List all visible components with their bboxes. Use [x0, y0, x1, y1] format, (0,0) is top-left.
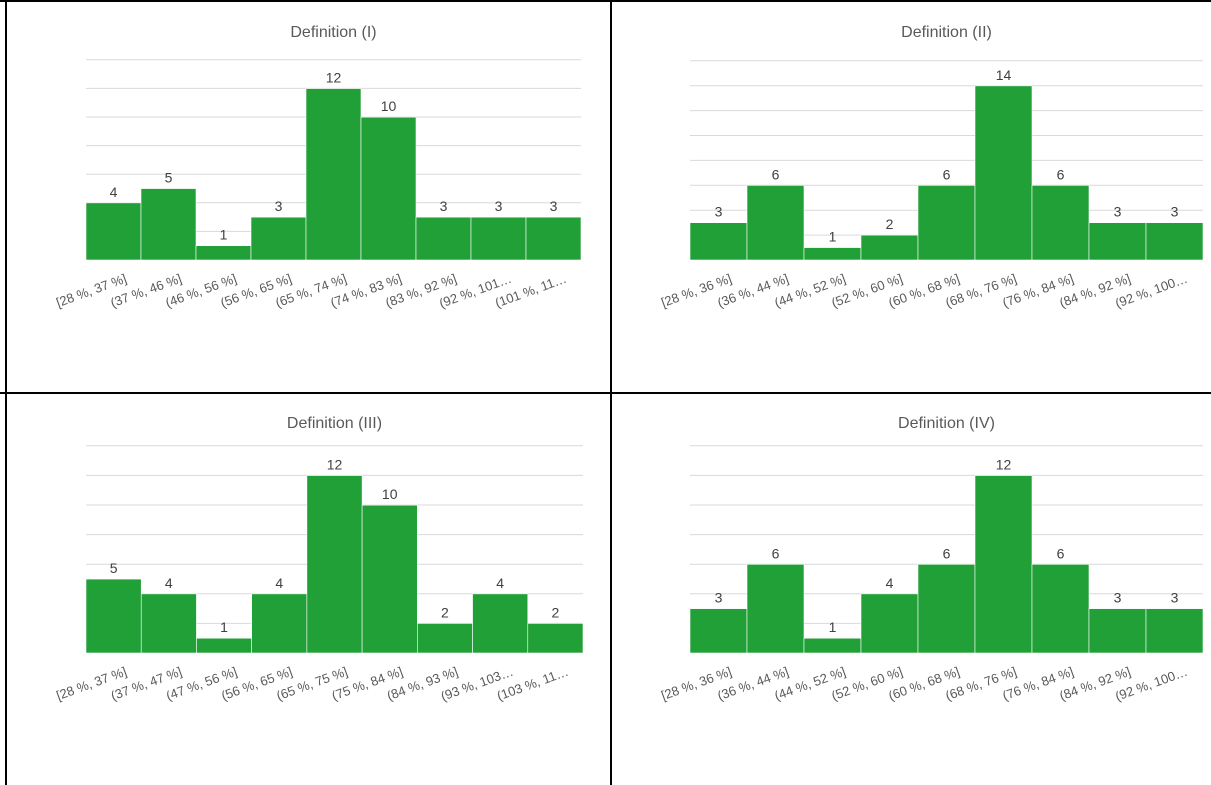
chart-definition-2: Definition (II)3[28 %, 36 %]6(36 %, 44 %… [659, 24, 1204, 311]
data-label: 6 [772, 166, 780, 182]
data-label: 3 [715, 204, 723, 220]
bar [470, 216, 527, 261]
bar [85, 202, 142, 261]
data-label: 12 [996, 457, 1012, 473]
bar [689, 608, 748, 654]
bar [195, 245, 252, 261]
data-label: 2 [551, 604, 559, 620]
data-label: 1 [829, 619, 837, 635]
data-label: 3 [1171, 204, 1179, 220]
data-label: 3 [550, 198, 558, 214]
bar [415, 216, 472, 261]
data-label: 3 [495, 198, 503, 214]
data-label: 6 [943, 166, 951, 182]
bar [1031, 563, 1090, 654]
data-label: 3 [715, 590, 723, 606]
data-label: 4 [275, 575, 283, 591]
data-label: 3 [1171, 590, 1179, 606]
data-label: 6 [1057, 166, 1065, 182]
bar [860, 593, 919, 654]
table-border-left [5, 0, 7, 785]
bar [140, 188, 197, 261]
bar [803, 247, 862, 261]
data-label: 1 [829, 229, 837, 245]
bar [196, 637, 252, 654]
bar [746, 563, 805, 654]
bar [85, 578, 142, 654]
chart-title: Definition (I) [290, 24, 376, 41]
bar [472, 593, 529, 654]
data-label: 1 [220, 227, 228, 243]
data-label: 12 [326, 70, 342, 86]
chart-title: Definition (III) [287, 415, 382, 432]
bar [974, 475, 1033, 654]
bar [917, 185, 976, 261]
bar [1145, 608, 1204, 654]
data-label: 2 [886, 216, 894, 232]
bar [527, 623, 584, 654]
bar [1088, 608, 1147, 654]
bar [917, 563, 976, 654]
data-label: 14 [996, 67, 1012, 83]
bar [860, 234, 919, 261]
data-label: 3 [440, 198, 448, 214]
chart-title: Definition (II) [901, 24, 992, 41]
data-label: 10 [382, 486, 398, 502]
bar [306, 475, 363, 654]
data-label: 6 [943, 545, 951, 561]
bar [1031, 185, 1090, 261]
bar [689, 222, 748, 261]
bar [250, 216, 307, 261]
data-label: 12 [327, 457, 343, 473]
bar [974, 85, 1033, 261]
bar [746, 185, 805, 261]
bar [417, 623, 473, 654]
bar [361, 504, 418, 654]
data-label: 5 [165, 170, 173, 186]
data-label: 3 [1114, 590, 1122, 606]
data-label: 4 [886, 575, 894, 591]
table-border-top [0, 0, 1211, 2]
data-label: 4 [496, 575, 504, 591]
bar [360, 116, 417, 261]
bar [1145, 222, 1204, 261]
bar [1088, 222, 1147, 261]
chart-definition-3: Definition (III)5[28 %, 37 %]4(37 %, 47 … [54, 415, 584, 704]
chart-definition-4: Definition (IV)3[28 %, 36 %]6(36 %, 44 %… [659, 415, 1204, 704]
bar [140, 593, 197, 654]
chart-definition-1: Definition (I)4[28 %, 37 %]5(37 %, 46 %]… [54, 24, 582, 311]
data-label: 1 [220, 619, 228, 635]
table-border-center [610, 0, 612, 785]
data-label: 10 [381, 98, 397, 114]
bar [803, 637, 862, 654]
data-label: 4 [165, 575, 173, 591]
data-label: 4 [110, 184, 118, 200]
bar [251, 593, 308, 654]
data-label: 3 [275, 198, 283, 214]
bar [525, 216, 582, 261]
bar [305, 88, 362, 261]
data-label: 2 [441, 604, 449, 620]
data-label: 6 [772, 545, 780, 561]
table-border-middle [0, 392, 1211, 394]
data-label: 6 [1057, 545, 1065, 561]
data-label: 5 [110, 560, 118, 576]
data-label: 3 [1114, 204, 1122, 220]
chart-title: Definition (IV) [898, 415, 995, 432]
